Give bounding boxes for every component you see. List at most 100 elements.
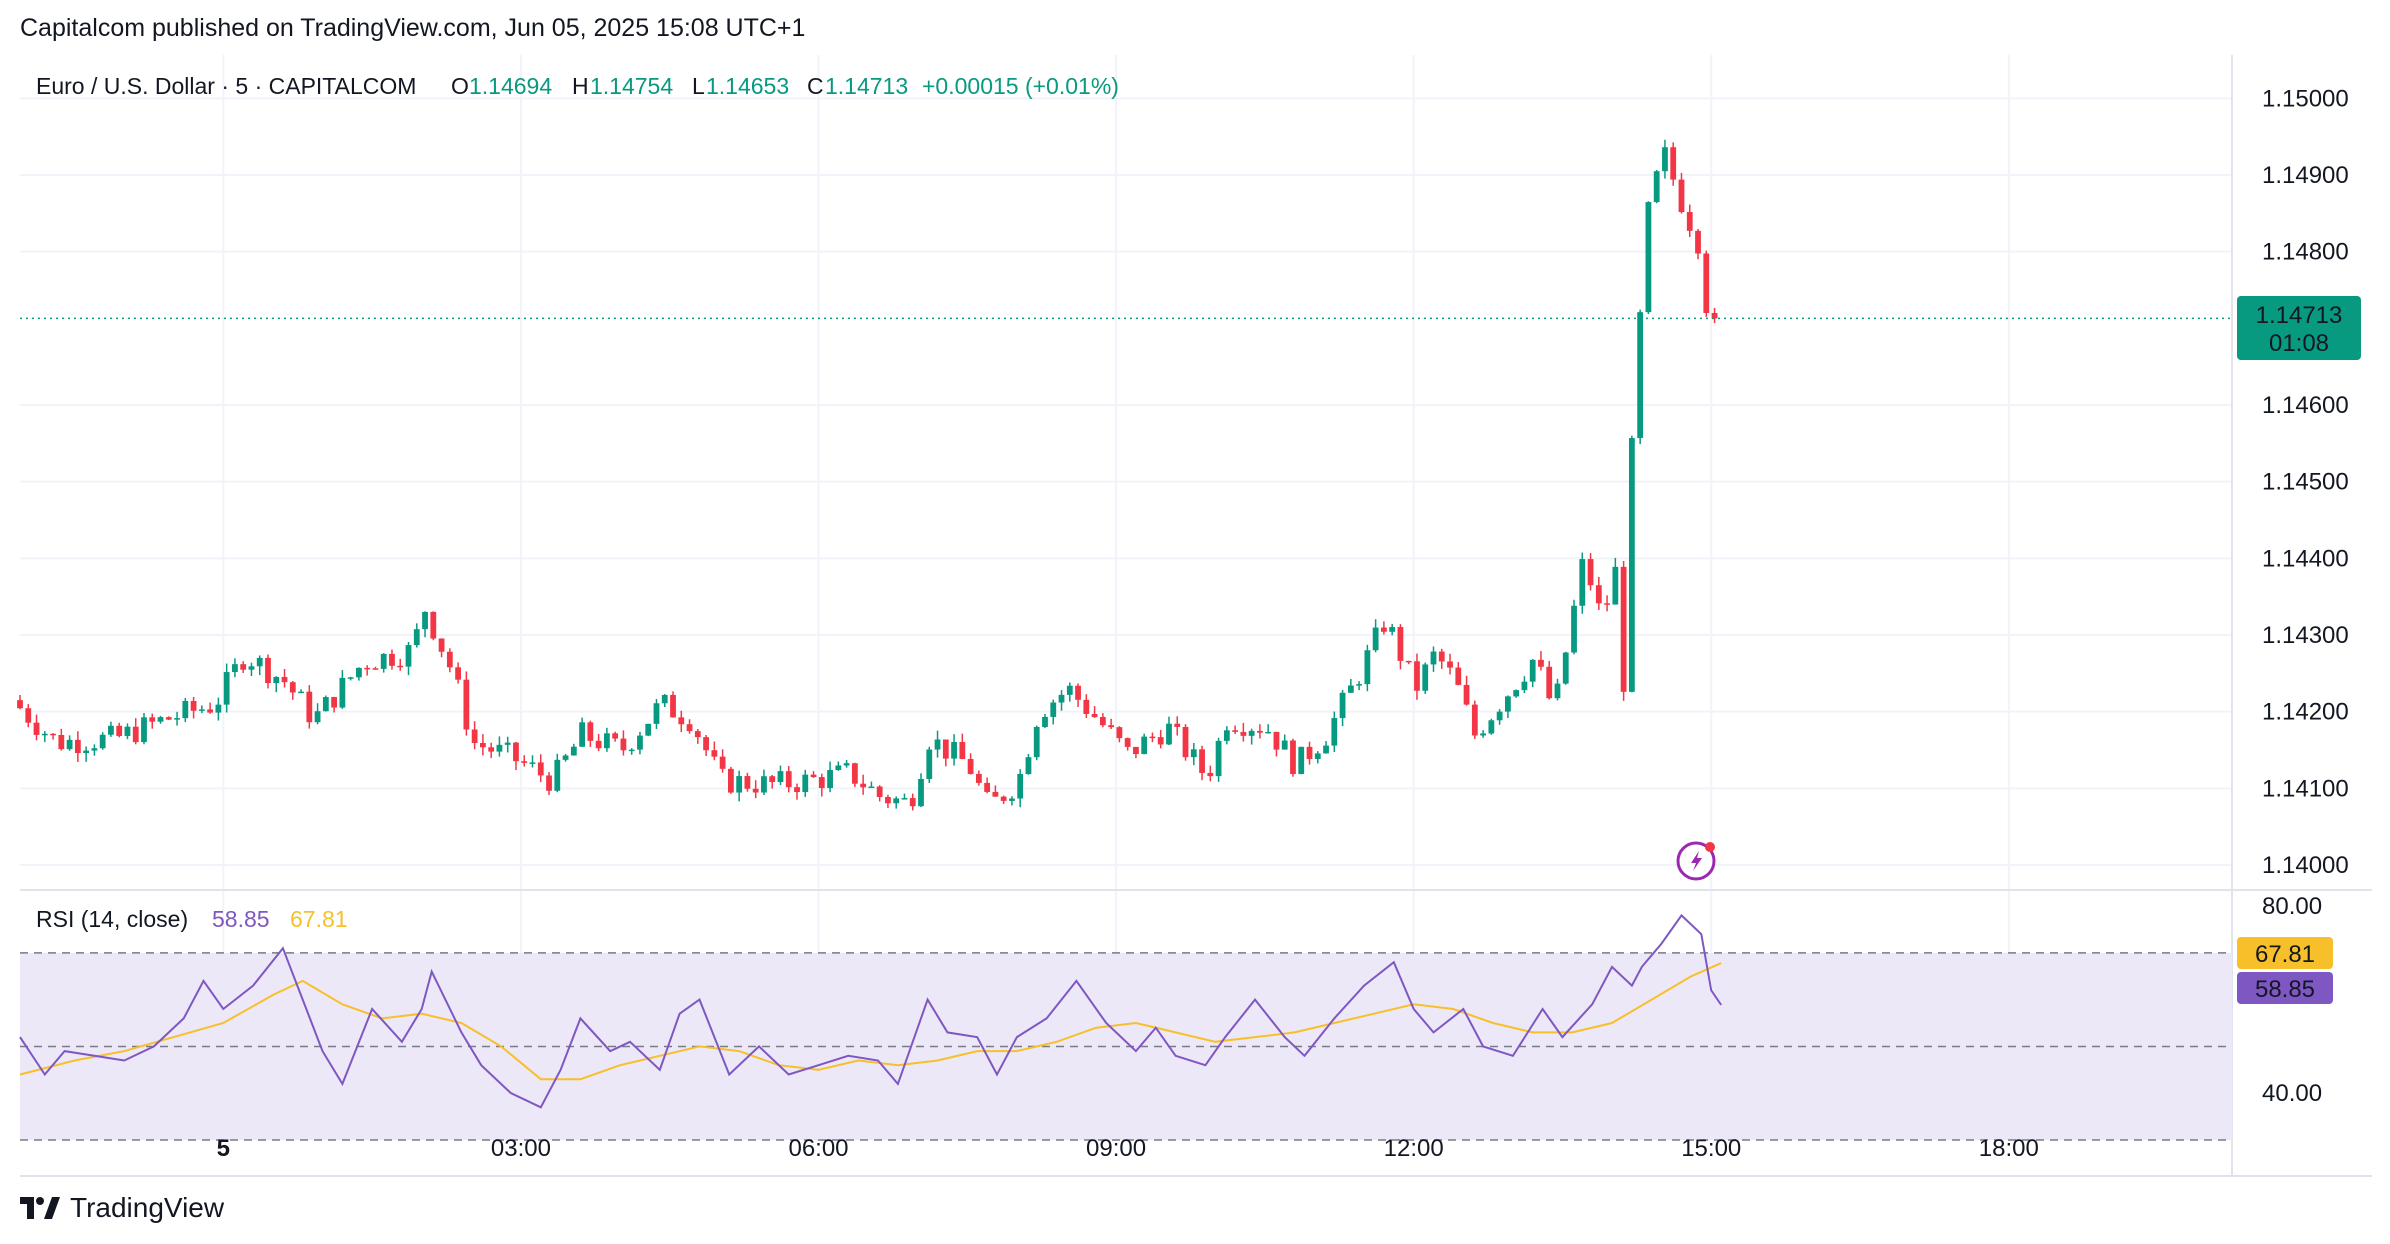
tradingview-logo[interactable]: TradingView (20, 1192, 224, 1224)
candle-body (1496, 711, 1503, 721)
candle-body (893, 798, 900, 804)
candle (405, 641, 412, 676)
candle-body (273, 676, 280, 684)
candle-body (1298, 746, 1305, 775)
candle-body (1273, 731, 1280, 750)
candle (1042, 713, 1048, 728)
candle (1000, 795, 1007, 804)
candle (149, 713, 156, 729)
candle-body (761, 776, 767, 793)
candle-body (99, 734, 106, 749)
candle-body (603, 733, 610, 749)
candle (1223, 726, 1230, 745)
price-axis[interactable]: 1.15000 1.14900 1.14800 1.14600 1.14500 1.144… (2262, 85, 2349, 879)
candle-body (488, 747, 495, 752)
candle (645, 723, 652, 737)
rsi-axis[interactable]: 80.00 40.00 (2262, 893, 2322, 1107)
candle (289, 681, 296, 700)
candle-body (463, 679, 470, 730)
candle-body (1529, 659, 1536, 682)
candle-body (1521, 681, 1528, 691)
candle (785, 766, 792, 793)
candle-body (843, 763, 850, 766)
candle (918, 773, 924, 808)
candle (413, 623, 420, 648)
legend-high-label: H (572, 73, 589, 99)
flash-icon[interactable] (1676, 841, 1716, 881)
time-tick-label: 18:00 (1979, 1135, 2039, 1162)
price-tick-label: 1.14200 (2262, 699, 2349, 726)
candle-body (157, 717, 164, 722)
publisher-line: Capitalcom published on TradingView.com,… (20, 14, 806, 42)
candle (1331, 711, 1338, 752)
candle-body (637, 735, 643, 750)
candle (909, 793, 916, 811)
candle-body (1347, 685, 1354, 693)
candle (1257, 724, 1263, 739)
candle-body (546, 775, 552, 791)
candle (1521, 676, 1528, 694)
time-axis[interactable]: 5 03:00 06:00 09:00 12:00 15:00 18:00 (217, 1135, 2039, 1162)
candle (215, 697, 222, 721)
candle (587, 720, 594, 747)
candle (885, 794, 891, 809)
candle-body (744, 776, 751, 789)
candle-body (1157, 737, 1164, 745)
candle (422, 611, 428, 638)
candle (480, 734, 486, 756)
candle-body (1232, 730, 1239, 732)
candle-body (1133, 746, 1139, 755)
candle (223, 663, 230, 713)
candle-body (248, 666, 255, 670)
candle (637, 731, 643, 755)
candle-body (678, 717, 685, 725)
candle (488, 742, 495, 759)
candle-body (529, 762, 536, 764)
candle-body (1042, 716, 1048, 727)
candle-body (570, 746, 577, 756)
rsi-line (19, 913, 1723, 1109)
candle-body (620, 738, 627, 751)
candle (1620, 561, 1627, 701)
candle-body (1504, 696, 1511, 712)
candle-body (727, 768, 734, 793)
candle (1389, 623, 1396, 636)
candle (1637, 309, 1644, 445)
candle-body (975, 773, 982, 783)
price-tick-label: 1.14300 (2262, 622, 2349, 649)
tradingview-logo-icon (20, 1197, 60, 1219)
candle (347, 676, 354, 681)
candle-body (83, 750, 90, 754)
candle-body (438, 638, 445, 652)
candle-body (265, 657, 271, 684)
candle (860, 774, 867, 795)
candle (1513, 689, 1520, 698)
candle (207, 702, 214, 714)
candle (1463, 675, 1470, 706)
candle (1339, 690, 1346, 727)
candle (356, 667, 362, 681)
candle-body (446, 651, 453, 668)
candle (1232, 725, 1239, 735)
candle-body (1711, 312, 1718, 319)
candle-body (1339, 692, 1346, 719)
candle-body (579, 722, 585, 747)
candle-body (1645, 202, 1652, 313)
candle (1124, 737, 1131, 751)
candle (389, 649, 395, 670)
candle-body (1066, 685, 1073, 695)
candle-body (595, 740, 602, 749)
candle (736, 770, 743, 802)
candle (496, 736, 503, 757)
candle-body (108, 725, 114, 735)
candle (794, 783, 800, 800)
candle-body (1050, 702, 1057, 717)
candle (83, 746, 90, 762)
candle-body (851, 763, 858, 784)
candle-body (1595, 585, 1602, 604)
candle-body (1538, 659, 1544, 667)
candle-body (480, 743, 486, 748)
candle (694, 728, 701, 744)
candle (1488, 718, 1495, 735)
